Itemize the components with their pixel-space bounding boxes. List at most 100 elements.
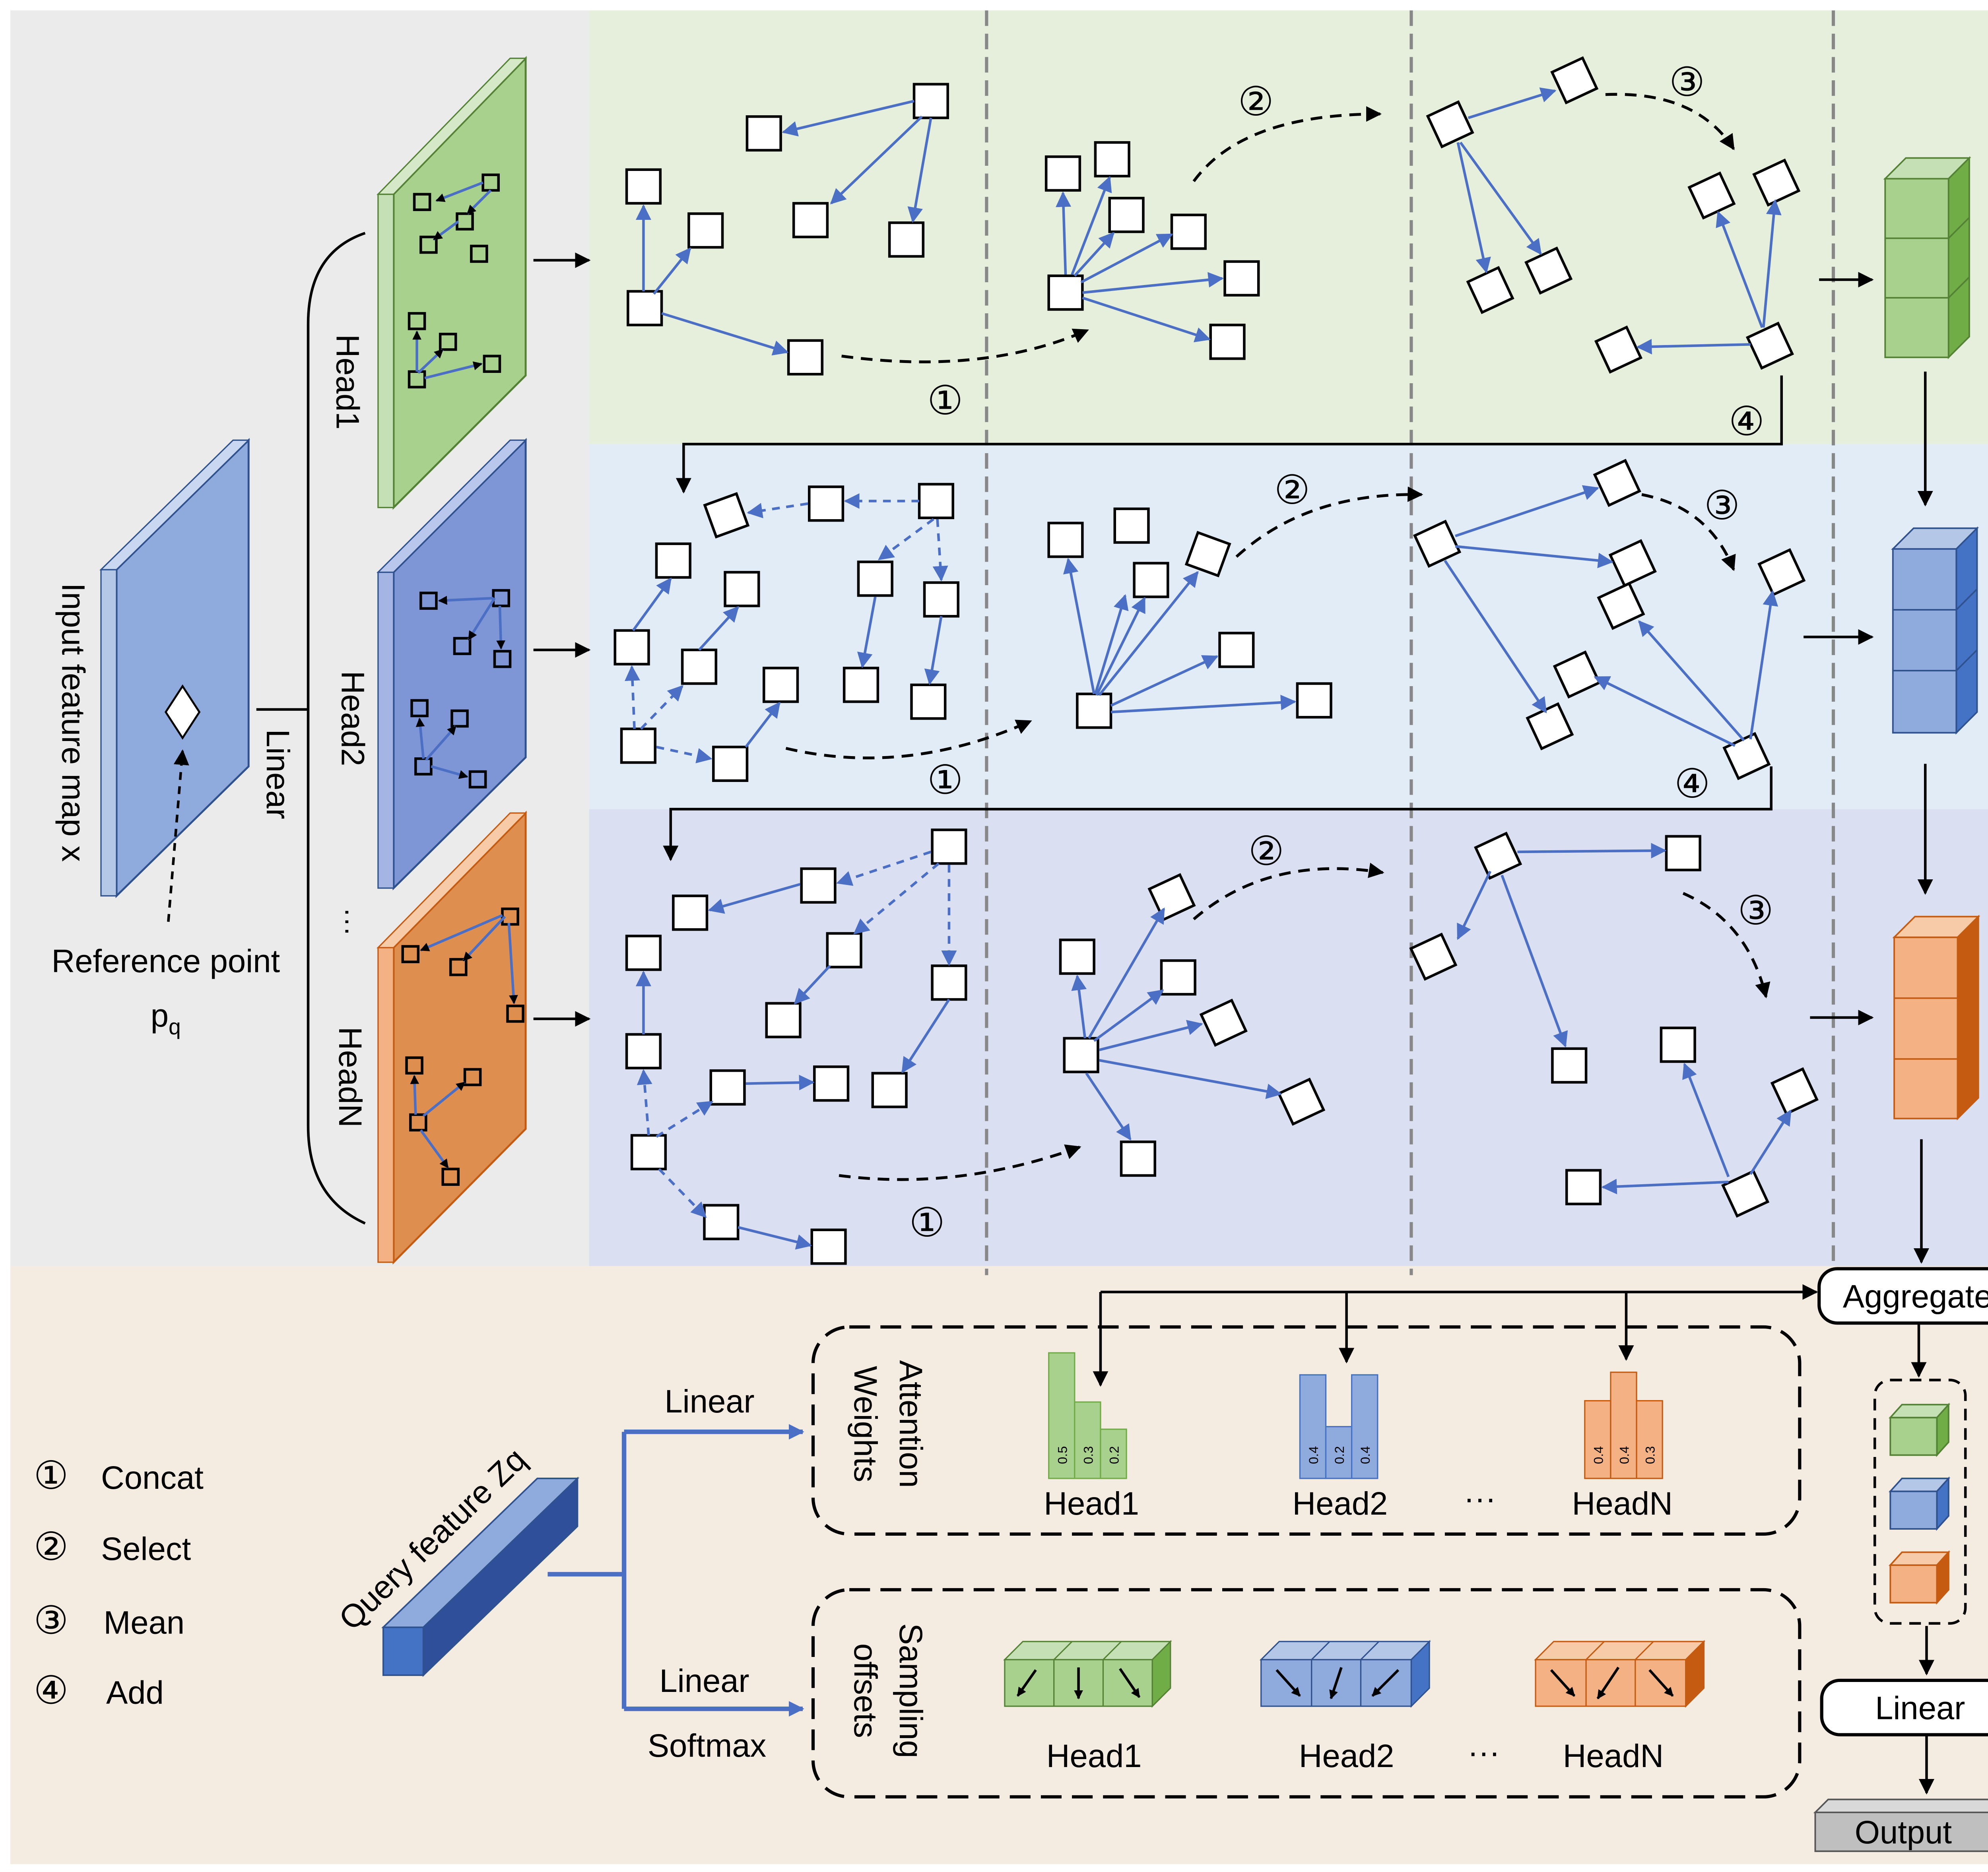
offset-head2-cubes	[1259, 1640, 1431, 1708]
svg-text:0.4: 0.4	[1591, 1446, 1606, 1464]
svg-text:0.5: 0.5	[1055, 1446, 1070, 1464]
row3-curves	[839, 863, 1771, 1181]
aggregate-label: Aggregate	[1843, 1278, 1988, 1315]
row1-arrows	[635, 87, 1782, 356]
svg-text:③: ③	[34, 1599, 69, 1642]
query-feature-bar	[381, 1476, 580, 1677]
svg-text:②: ②	[1238, 80, 1274, 124]
svg-text:③: ③	[1704, 483, 1740, 528]
right-column-arrows	[1804, 272, 1935, 1795]
linear-top-label: Linear	[664, 1383, 754, 1420]
svg-text:···: ···	[1464, 1480, 1496, 1517]
row2-add-connector	[663, 766, 1773, 861]
svg-text:Select: Select	[101, 1531, 191, 1567]
sampling-offsets-box	[811, 1588, 1802, 1799]
row2-squares	[613, 459, 1806, 782]
output-label: Output	[1855, 1814, 1952, 1851]
row1-curves	[841, 93, 1735, 363]
row1-squares	[625, 56, 1801, 376]
svg-text:HeadN: HeadN	[1572, 1486, 1673, 1522]
attention-head1-bars	[1048, 1352, 1127, 1479]
svg-text:0.3: 0.3	[1081, 1446, 1095, 1464]
svg-text:④: ④	[1674, 762, 1710, 806]
svg-text:③: ③	[1738, 888, 1774, 933]
attention-weights-line1: Attention	[893, 1360, 929, 1488]
reference-point-symbol: pq	[151, 997, 181, 1039]
svg-text:②: ②	[1248, 829, 1284, 873]
svg-text:Add: Add	[106, 1675, 164, 1711]
green-output-stack	[1883, 156, 1971, 359]
head-map-points	[401, 173, 524, 1186]
svg-text:Mean: Mean	[104, 1605, 185, 1641]
head-map-arrows	[410, 181, 518, 1169]
svg-text:0.2: 0.2	[1332, 1446, 1347, 1464]
row3-squares	[625, 828, 1819, 1265]
output-block	[1813, 1798, 1988, 1852]
dividers	[985, 10, 1835, 1275]
svg-text:④: ④	[1729, 399, 1765, 444]
row2-curves	[785, 486, 1736, 760]
input-feature-map-label: Input feature map x	[55, 583, 91, 862]
row1-add-connector	[676, 375, 1783, 494]
head2-label: Head2	[335, 671, 371, 766]
svg-text:0.4: 0.4	[1617, 1446, 1632, 1464]
svg-text:①: ①	[34, 1454, 69, 1497]
svg-text:①: ①	[909, 1201, 945, 1245]
svg-text:④: ④	[34, 1669, 69, 1712]
linear-bottom-label: Linear	[659, 1663, 749, 1699]
svg-text:Head1: Head1	[1044, 1486, 1139, 1522]
headN-map	[376, 811, 527, 1265]
headN-label: HeadN	[332, 1027, 368, 1127]
orange-output-stack	[1892, 914, 1980, 1121]
svg-text:Head1: Head1	[1046, 1738, 1142, 1774]
offset-head-labels: Head1 Head2 ··· HeadN	[1046, 1734, 1664, 1774]
row3-arrows	[635, 843, 1792, 1250]
svg-text:···: ···	[1468, 1734, 1500, 1770]
blue-output-stack	[1891, 526, 1979, 735]
aggregated-group-box	[1873, 1379, 1967, 1625]
svg-text:①: ①	[927, 758, 963, 802]
sampling-offsets-line2: offsets	[847, 1643, 883, 1738]
svg-text:0.4: 0.4	[1358, 1446, 1373, 1464]
sampling-offsets-line1: Sampling	[893, 1623, 929, 1758]
offset-headN-cubes	[1534, 1640, 1706, 1708]
aggregated-cubes	[1888, 1403, 1951, 1605]
panels	[10, 10, 1988, 1864]
svg-text:②: ②	[34, 1525, 69, 1568]
attention-weights-line2: Weights	[847, 1366, 883, 1482]
head1-label: Head1	[330, 334, 366, 430]
linear-vertical-label: Linear	[260, 729, 296, 819]
head2-map	[376, 438, 528, 890]
svg-text:0.3: 0.3	[1643, 1446, 1658, 1464]
softmax-label: Softmax	[648, 1728, 767, 1764]
svg-text:0.4: 0.4	[1307, 1446, 1321, 1464]
bottom-panel	[10, 1266, 1988, 1864]
aggregate-box	[1817, 1267, 1988, 1325]
attention-headN-bars	[1584, 1372, 1663, 1479]
svg-text:Concat: Concat	[101, 1460, 204, 1496]
svg-text:HeadN: HeadN	[1563, 1738, 1664, 1774]
svg-text:③: ③	[1669, 60, 1705, 105]
head-bracket	[307, 232, 366, 1225]
query-connectors	[547, 1424, 804, 1717]
offset-head1-cubes	[1003, 1640, 1172, 1708]
offset-direction-arrows	[1016, 1666, 1674, 1699]
map-to-panel-arrows	[533, 252, 591, 1027]
attention-weight-values: 0.5 0.3 0.2 0.4 0.2 0.4 0.4 0.4 0.3	[1055, 1446, 1657, 1464]
svg-text:Head2: Head2	[1299, 1738, 1394, 1774]
heads-ellipsis: ···	[333, 908, 365, 936]
attention-head-labels: Head1 Head2 ··· HeadN	[1044, 1480, 1673, 1522]
reference-point-diamond	[164, 684, 201, 740]
attention-weights-box	[811, 1325, 1802, 1536]
svg-text:②: ②	[1274, 468, 1310, 512]
svg-text:Head2: Head2	[1292, 1486, 1388, 1522]
input-feature-map: Input feature map x	[55, 438, 250, 922]
svg-text:0.2: 0.2	[1107, 1446, 1122, 1464]
row-step-markers: ① ② ③ ④ ① ② ③ ④ ① ② ③	[909, 60, 1774, 1245]
row2-arrows	[625, 485, 1778, 764]
svg-text:①: ①	[927, 378, 963, 423]
step-legend: ① Concat ② Select ③ Mean ④ Add	[34, 1454, 204, 1712]
reference-point-label: Reference point	[52, 943, 280, 980]
head1-map	[377, 56, 527, 510]
